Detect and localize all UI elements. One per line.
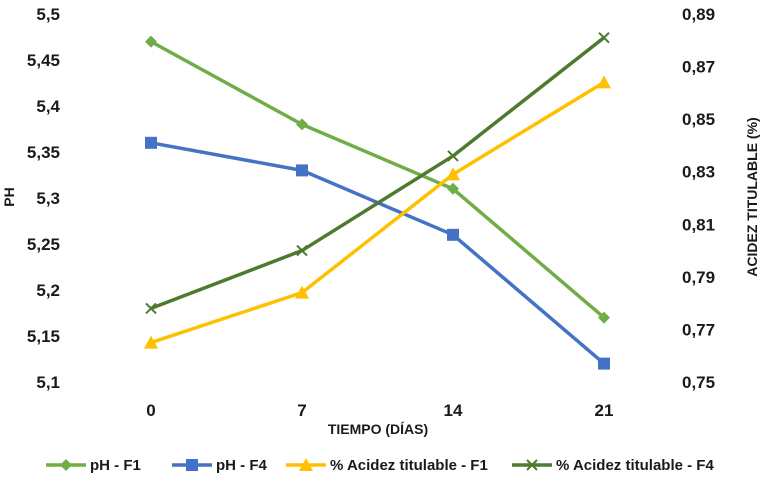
legend-item: pH - F4	[172, 457, 267, 474]
data-point	[598, 311, 610, 324]
data-point	[145, 35, 157, 48]
left-tick-label: 5,3	[36, 189, 60, 208]
data-point	[447, 150, 459, 162]
legend-marker	[186, 459, 198, 471]
x-tick-label: 0	[146, 401, 155, 420]
left-tick-label: 5,35	[27, 143, 60, 162]
legend-label: % Acidez titulable - F1	[330, 457, 488, 474]
data-point	[446, 167, 460, 181]
legend: pH - F1 pH - F4 % Acidez titulable - F1 % A…	[46, 457, 714, 474]
data-point	[144, 335, 158, 349]
legend-marker	[299, 458, 313, 471]
legend-item: pH - F1	[46, 457, 141, 474]
left-tick-label: 5,1	[36, 373, 60, 392]
series-line	[150, 80, 605, 345]
right-tick-label: 0,77	[682, 320, 715, 339]
series-line	[150, 36, 606, 311]
series-1	[145, 35, 610, 324]
left-axis-title: PH	[1, 187, 17, 206]
legend-item: % Acidez titulable - F1	[286, 457, 488, 474]
data-point	[145, 302, 157, 315]
left-tick-label: 5,2	[36, 281, 60, 300]
left-tick-label: 5,4	[36, 97, 60, 116]
series-3	[144, 75, 611, 349]
series-4	[145, 31, 610, 315]
right-tick-label: 0,83	[682, 163, 715, 182]
legend-item: % Acidez titulable - F4	[512, 457, 714, 474]
right-tick-label: 0,85	[682, 110, 715, 129]
x-tick-label: 14	[444, 401, 463, 420]
legend-label: pH - F4	[216, 457, 267, 474]
left-tick-label: 5,45	[27, 51, 60, 70]
data-point	[598, 357, 610, 370]
right-tick-label: 0,75	[682, 373, 715, 392]
series-2	[145, 136, 610, 370]
data-point	[296, 164, 308, 177]
right-tick-label: 0,79	[682, 268, 715, 287]
legend-label: % Acidez titulable - F4	[556, 457, 714, 474]
legend-marker	[526, 459, 538, 471]
left-tick-label: 5,5	[36, 5, 60, 24]
right-tick-label: 0,89	[682, 5, 715, 24]
series-line	[150, 141, 606, 365]
data-point	[295, 285, 309, 299]
x-axis-ticks: 0 7 14 21	[146, 401, 613, 420]
data-point	[598, 31, 610, 44]
data-point	[597, 75, 611, 89]
x-axis-title: TIEMPO (DÍAS)	[328, 421, 428, 437]
x-tick-label: 21	[595, 401, 614, 420]
legend-label: pH - F1	[90, 457, 141, 474]
data-point	[296, 244, 308, 257]
series-layer	[144, 31, 611, 370]
data-point	[296, 118, 308, 131]
left-tick-label: 5,25	[27, 235, 60, 254]
series-line	[150, 40, 606, 319]
legend-marker	[60, 459, 72, 471]
left-tick-label: 5,15	[27, 327, 60, 346]
x-tick-label: 7	[297, 401, 306, 420]
right-axis-ticks: 0,75 0,77 0,79 0,81 0,83 0,85 0,87 0,89	[682, 5, 715, 392]
right-tick-label: 0,87	[682, 58, 715, 77]
right-axis-title: ACIDEZ TITULABLE (%)	[744, 117, 760, 276]
data-point	[145, 136, 157, 149]
right-tick-label: 0,81	[682, 215, 715, 234]
data-point	[447, 228, 459, 241]
data-point	[447, 182, 459, 195]
left-axis-ticks: 5,1 5,15 5,2 5,25 5,3 5,35 5,4 5,45 5,5	[27, 5, 61, 392]
